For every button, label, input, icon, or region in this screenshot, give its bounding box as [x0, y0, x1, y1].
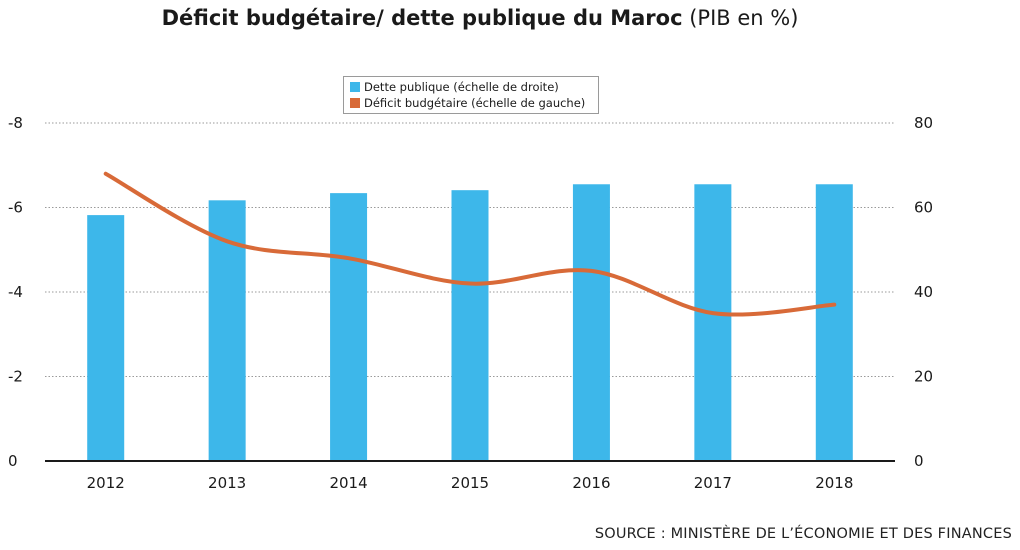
bar: [330, 193, 368, 461]
right-axis-tick-label: 40: [914, 283, 933, 301]
left-axis-tick-label: 0: [8, 452, 18, 470]
x-axis-tick-label: 2015: [451, 474, 489, 492]
source-note: SOURCE : MINISTÈRE DE L’ÉCONOMIE ET DES …: [594, 526, 1012, 542]
bar: [87, 215, 125, 461]
legend-label-deficit: Déficit budgétaire (échelle de gauche): [364, 96, 586, 110]
right-axis-tick-label: 80: [914, 114, 933, 132]
legend-item-debt: Dette publique (échelle de droite): [350, 80, 559, 94]
legend-label-debt: Dette publique (échelle de droite): [364, 80, 559, 94]
bar: [815, 184, 853, 461]
legend: Dette publique (échelle de droite) Défic…: [343, 76, 599, 114]
chart-title-main: Déficit budgétaire/ dette publique du Ma…: [161, 6, 683, 30]
gridlines: [45, 122, 895, 377]
x-axis-tick-label: 2012: [87, 474, 125, 492]
deficit-line: [103, 171, 837, 317]
bar: [451, 190, 489, 462]
chart-title-unit: (PIB en %): [689, 6, 799, 30]
legend-swatch-deficit: [350, 98, 360, 108]
bar: [572, 184, 610, 461]
legend-swatch-debt: [350, 82, 360, 92]
x-axis-tick-label: 2016: [572, 474, 610, 492]
line-series: [103, 171, 837, 317]
left-axis-tick-label: -6: [8, 199, 23, 217]
right-axis-tick-label: 60: [914, 199, 933, 217]
right-axis-tick-label: 20: [914, 368, 933, 386]
x-axis-tick-label: 2013: [208, 474, 246, 492]
left-axis-tick-label: -4: [8, 283, 23, 301]
tick-labels: 0 -2 -4 -6 -8 0 20 40 60 80 2012 2013 2014 2015 2016 20…: [8, 114, 933, 492]
x-axis-tick-label: 2018: [815, 474, 853, 492]
left-axis-tick-label: -8: [8, 114, 23, 132]
x-axis-tick-label: 2014: [329, 474, 367, 492]
right-axis-tick-label: 0: [914, 452, 924, 470]
bar: [694, 184, 732, 461]
bar-series: [87, 184, 853, 462]
left-axis-tick-label: -2: [8, 368, 23, 386]
chart-title: Déficit budgétaire/ dette publique du Ma…: [0, 6, 960, 30]
legend-item-deficit: Déficit budgétaire (échelle de gauche): [350, 96, 585, 110]
x-axis-tick-label: 2017: [694, 474, 732, 492]
